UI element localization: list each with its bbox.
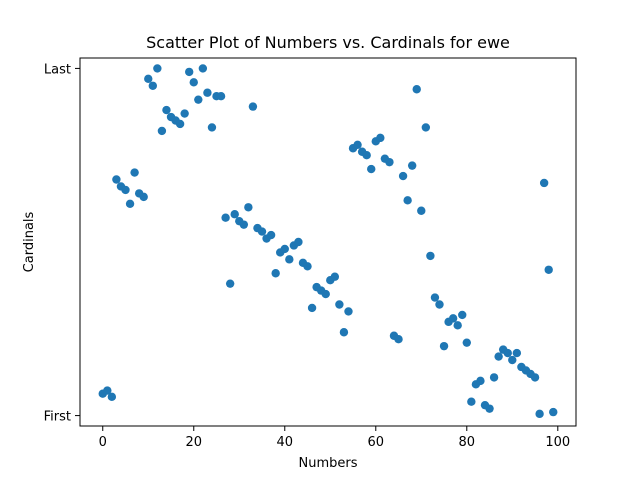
data-point [303,262,312,271]
data-point [367,164,376,174]
data-point [330,272,340,281]
data-point [467,397,476,406]
data-point [385,157,394,167]
y-tick-label: Last [44,62,71,77]
data-point [221,213,230,222]
data-point [185,67,194,77]
data-point [344,307,353,316]
data-point [439,341,449,351]
data-point [189,78,198,87]
data-point [376,133,385,143]
data-point [198,64,208,73]
data-point [549,407,558,417]
data-point [489,373,499,382]
data-point [207,123,217,132]
data-point [266,230,276,240]
data-point [426,251,435,261]
data-point [462,338,471,347]
data-point [103,386,112,395]
plot-frame [79,57,577,427]
data-point [458,310,467,320]
data-point [125,199,135,209]
data-point [180,109,189,118]
data-point [230,210,239,219]
data-point [248,102,258,111]
data-point [535,409,544,419]
data-point [271,269,280,278]
data-point [508,355,517,365]
data-point [435,300,444,309]
chart-title: Scatter Plot of Numbers vs. Cardinals fo… [146,33,510,52]
data-point [112,175,121,184]
data-point [512,348,522,358]
y-axis-ticks: First Last [44,62,80,425]
y-axis-label: Cardinals [22,211,37,272]
data-point [339,328,349,337]
data-point [294,237,303,247]
data-point [257,227,267,236]
data-point [412,85,421,94]
data-point [148,81,158,90]
x-tick-label: 20 [185,435,202,450]
data-point [157,126,167,136]
data-point [239,220,249,229]
data-point [121,185,130,195]
data-point [321,289,330,299]
x-axis-label: Numbers [299,456,358,471]
data-point [485,404,494,413]
data-point [503,348,512,358]
data-point [362,151,371,160]
data-point [453,321,462,330]
data-point [144,74,153,84]
data-point [280,244,289,254]
data-point [203,88,212,97]
data-point [394,335,403,344]
x-tick-label: 80 [459,435,476,450]
data-point [353,140,362,149]
x-tick-label: 60 [368,435,385,450]
data-point [175,119,185,129]
data-point [139,192,148,202]
data-point [130,168,139,177]
data-point [285,255,294,264]
data-point [216,91,226,101]
data-point [225,279,235,288]
data-point [307,303,317,313]
x-tick-label: 40 [276,435,293,450]
x-tick-label: 0 [99,435,107,450]
x-tick-label: 100 [545,435,570,450]
data-point [417,206,426,215]
data-point [494,352,503,361]
data-point [544,265,553,274]
data-point [244,203,253,212]
data-point [539,178,549,188]
data-point [335,300,344,309]
data-point [194,95,203,104]
data-point [398,171,408,181]
data-point [530,373,540,382]
data-point [107,392,117,402]
data-point [403,196,412,205]
data-point [476,376,485,386]
data-point [407,161,417,170]
data-point [162,105,171,115]
y-tick-label: First [44,410,71,425]
scatter-points [98,64,558,419]
x-axis-ticks: 0 20 40 60 80 100 [99,426,570,450]
data-point [430,293,440,302]
data-point [421,123,431,132]
data-point [448,314,458,323]
data-point [153,64,162,73]
